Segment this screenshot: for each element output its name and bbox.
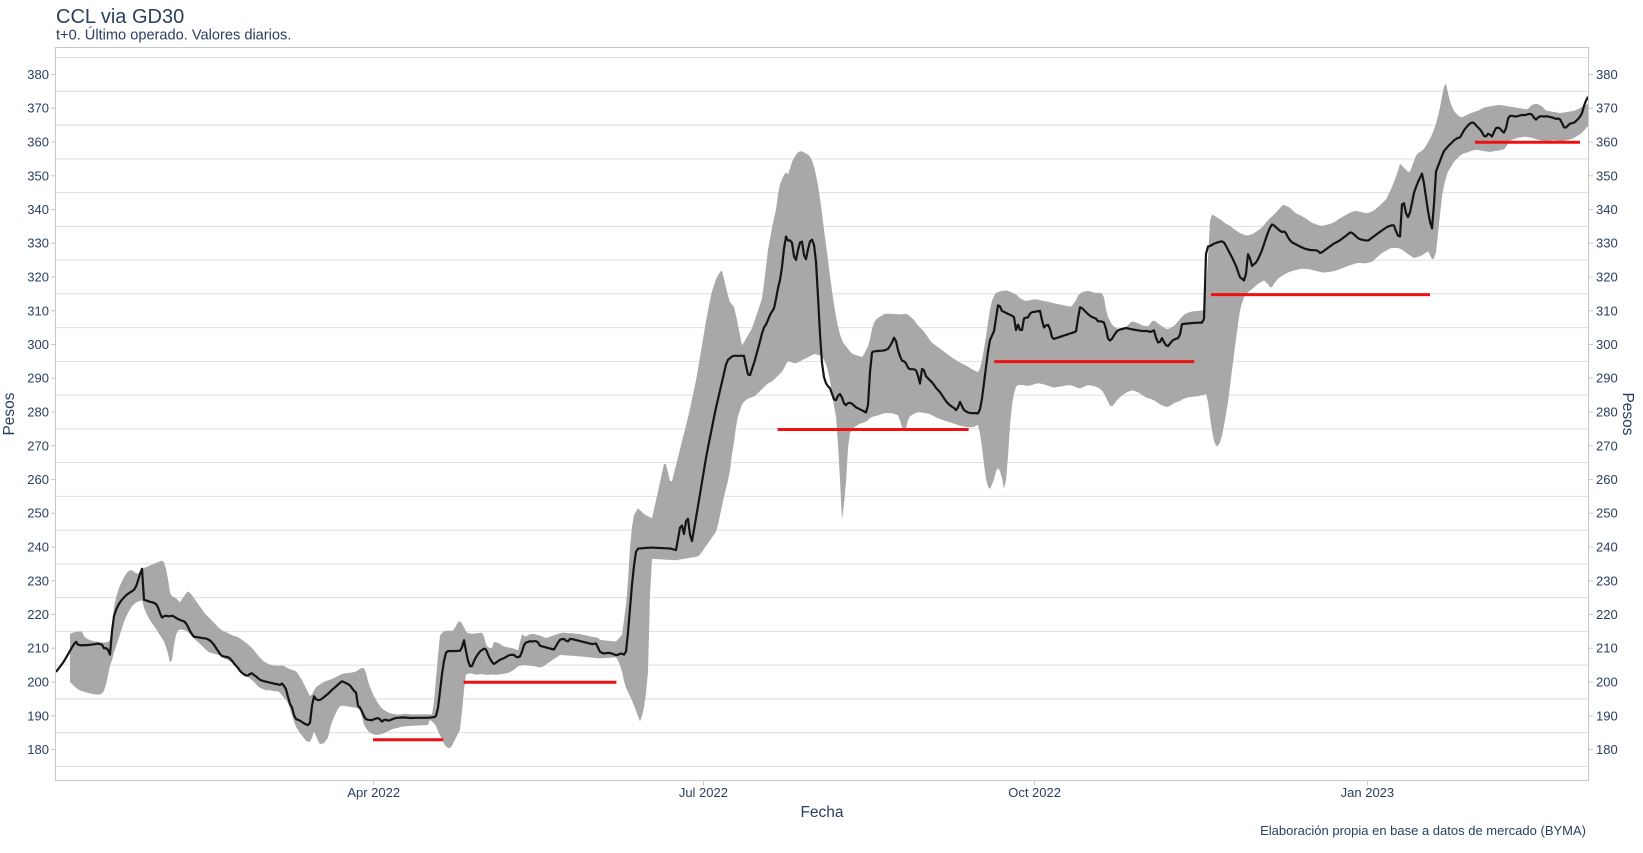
svg-text:330: 330 [27, 236, 49, 251]
svg-text:290: 290 [1596, 371, 1618, 386]
svg-text:290: 290 [27, 371, 49, 386]
svg-text:350: 350 [27, 168, 49, 183]
svg-text:350: 350 [1596, 168, 1618, 183]
svg-text:200: 200 [27, 675, 49, 690]
svg-text:340: 340 [1596, 202, 1618, 217]
svg-text:330: 330 [1596, 236, 1618, 251]
svg-text:220: 220 [1596, 607, 1618, 622]
svg-text:370: 370 [1596, 101, 1618, 116]
svg-text:250: 250 [27, 506, 49, 521]
svg-text:320: 320 [27, 270, 49, 285]
svg-text:270: 270 [1596, 438, 1618, 453]
svg-text:370: 370 [27, 101, 49, 116]
svg-text:210: 210 [1596, 641, 1618, 656]
svg-text:180: 180 [1596, 742, 1618, 757]
svg-text:190: 190 [1596, 708, 1618, 723]
svg-text:360: 360 [27, 135, 49, 150]
svg-text:190: 190 [27, 708, 49, 723]
svg-text:360: 360 [1596, 135, 1618, 150]
svg-text:300: 300 [1596, 337, 1618, 352]
svg-text:380: 380 [1596, 67, 1618, 82]
svg-text:260: 260 [27, 472, 49, 487]
svg-text:280: 280 [27, 405, 49, 420]
svg-text:320: 320 [1596, 270, 1618, 285]
svg-text:Pesos: Pesos [1, 392, 18, 435]
svg-text:Apr 2022: Apr 2022 [347, 785, 400, 800]
svg-text:Fecha: Fecha [800, 804, 843, 821]
svg-text:240: 240 [1596, 540, 1618, 555]
svg-text:250: 250 [1596, 506, 1618, 521]
svg-text:210: 210 [27, 641, 49, 656]
svg-text:260: 260 [1596, 472, 1618, 487]
svg-text:380: 380 [27, 67, 49, 82]
svg-text:280: 280 [1596, 405, 1618, 420]
svg-text:Jul 2022: Jul 2022 [679, 785, 728, 800]
svg-text:270: 270 [27, 438, 49, 453]
svg-text:CCL via GD30: CCL via GD30 [56, 6, 184, 28]
svg-text:230: 230 [1596, 573, 1618, 588]
svg-text:220: 220 [27, 607, 49, 622]
svg-text:230: 230 [27, 573, 49, 588]
svg-text:t+0. Último operado. Valores d: t+0. Último operado. Valores diarios. [56, 27, 291, 44]
svg-text:Jan 2023: Jan 2023 [1341, 785, 1395, 800]
svg-text:240: 240 [27, 540, 49, 555]
svg-text:Elaboración propia en base a d: Elaboración propia en base a datos de me… [1260, 823, 1586, 838]
svg-text:Pesos: Pesos [1619, 392, 1636, 435]
svg-text:310: 310 [1596, 303, 1618, 318]
svg-text:200: 200 [1596, 675, 1618, 690]
svg-text:300: 300 [27, 337, 49, 352]
svg-text:180: 180 [27, 742, 49, 757]
svg-text:Oct 2022: Oct 2022 [1008, 785, 1061, 800]
svg-text:340: 340 [27, 202, 49, 217]
svg-text:310: 310 [27, 303, 49, 318]
